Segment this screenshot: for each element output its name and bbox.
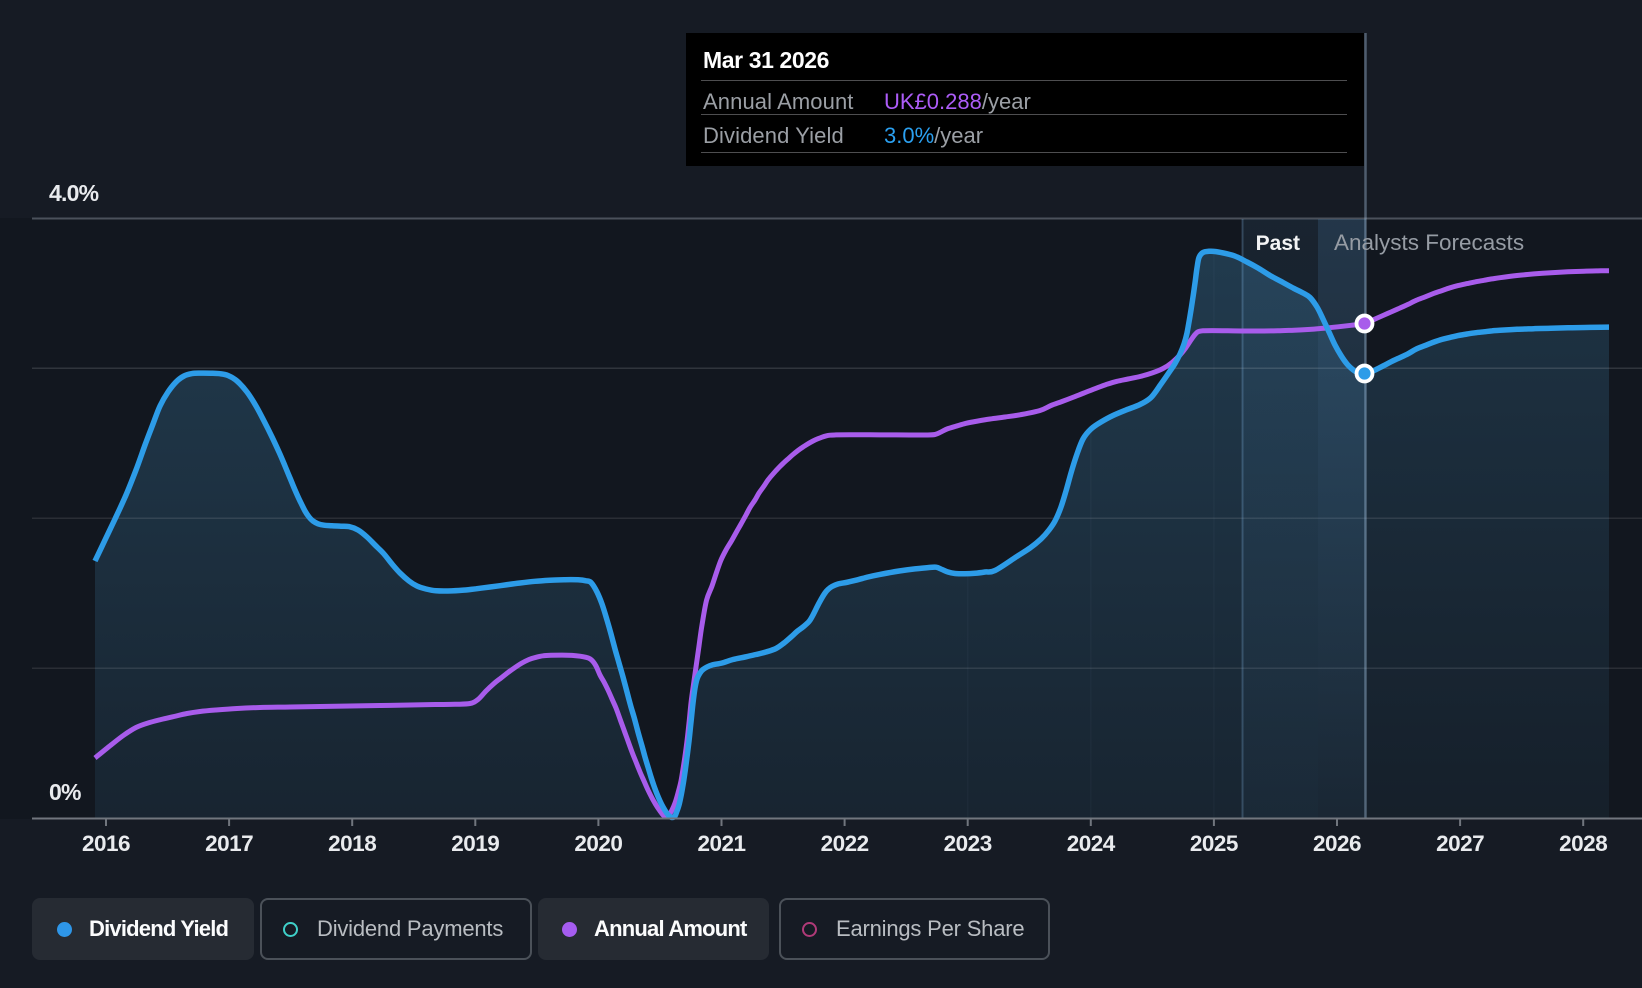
svg-text:2024: 2024 bbox=[1067, 831, 1116, 856]
svg-text:0%: 0% bbox=[49, 779, 81, 805]
svg-text:2020: 2020 bbox=[574, 831, 622, 856]
svg-text:4.0%: 4.0% bbox=[49, 180, 99, 206]
svg-text:2023: 2023 bbox=[944, 831, 992, 856]
svg-text:2016: 2016 bbox=[82, 831, 130, 856]
svg-text:2019: 2019 bbox=[451, 831, 499, 856]
svg-text:2017: 2017 bbox=[205, 831, 253, 856]
svg-text:Analysts Forecasts: Analysts Forecasts bbox=[1334, 230, 1524, 255]
svg-text:2026: 2026 bbox=[1313, 831, 1361, 856]
svg-text:2021: 2021 bbox=[697, 831, 745, 856]
svg-text:Past: Past bbox=[1256, 232, 1300, 255]
svg-text:2025: 2025 bbox=[1190, 831, 1238, 856]
svg-text:2027: 2027 bbox=[1436, 831, 1484, 856]
svg-text:2022: 2022 bbox=[821, 831, 869, 856]
svg-text:2028: 2028 bbox=[1559, 831, 1607, 856]
svg-text:2018: 2018 bbox=[328, 831, 376, 856]
